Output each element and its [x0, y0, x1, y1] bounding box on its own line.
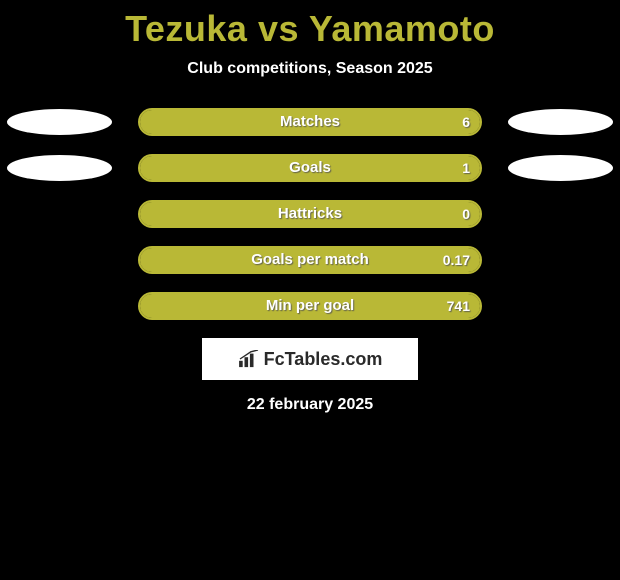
- stat-bar-track: Goals1: [138, 154, 482, 182]
- stat-bar-track: Goals per match0.17: [138, 246, 482, 274]
- stat-right-value: 741: [447, 294, 470, 318]
- stat-right-value: 1: [462, 156, 470, 180]
- stat-bar-fill: [140, 110, 480, 134]
- stat-right-value: 6: [462, 110, 470, 134]
- stat-row: Goals1: [0, 154, 620, 182]
- player-left-ellipse: [7, 155, 112, 181]
- stat-row: Matches6: [0, 108, 620, 136]
- player-left-ellipse: [7, 109, 112, 135]
- stat-row: Goals per match0.17: [0, 246, 620, 274]
- stat-bar-track: Hattricks0: [138, 200, 482, 228]
- logo-box: FcTables.com: [202, 338, 418, 380]
- stat-bar-track: Matches6: [138, 108, 482, 136]
- stat-row: Hattricks0: [0, 200, 620, 228]
- logo-text: FcTables.com: [264, 349, 383, 370]
- stat-bar-track: Min per goal741: [138, 292, 482, 320]
- player-right-ellipse: [508, 109, 613, 135]
- date-label: 22 february 2025: [0, 396, 620, 414]
- page-title: Tezuka vs Yamamoto: [0, 0, 620, 50]
- stat-bar-fill: [140, 248, 480, 272]
- player-right-ellipse: [508, 155, 613, 181]
- subtitle: Club competitions, Season 2025: [0, 60, 620, 78]
- stat-bar-fill: [140, 294, 480, 318]
- stat-right-value: 0: [462, 202, 470, 226]
- stat-bar-fill: [140, 156, 480, 180]
- chart-icon: [238, 350, 260, 368]
- stat-right-value: 0.17: [443, 248, 470, 272]
- stat-bar-fill: [140, 202, 480, 226]
- stat-row: Min per goal741: [0, 292, 620, 320]
- stats-area: Matches6 Goals1 Hattricks0 Goals per match0…: [0, 108, 620, 320]
